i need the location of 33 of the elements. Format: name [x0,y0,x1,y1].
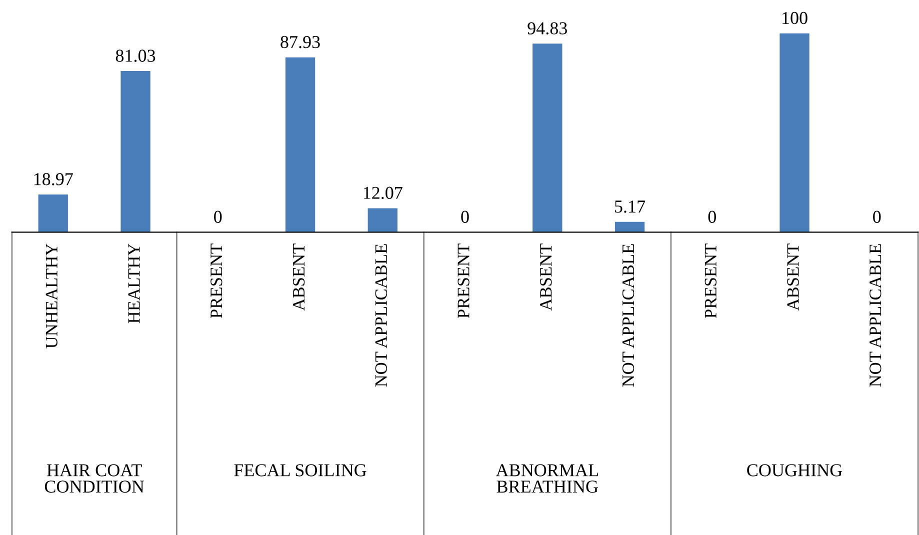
x-tick-label: PRESENT [210,244,222,318]
x-tick-label: NOT APPLICABLE [622,244,634,387]
data-label: 0 [708,210,716,223]
data-label: 18.97 [34,173,73,186]
bar [285,57,316,232]
data-label: 0 [461,210,469,223]
bar [614,222,645,232]
x-tick-label: PRESENT [704,244,716,318]
x-tick-label: HEALTHY [128,244,140,324]
x-tick-label: ABSENT [292,244,305,311]
data-label: 81.03 [116,50,156,62]
data-label: 5.17 [615,200,646,213]
x-tick-label: PRESENT [458,244,470,318]
text: COUGHING [747,464,842,476]
bar [532,44,562,232]
x-tick-label: ABSENT [540,244,552,311]
x-tick-label: NOT APPLICABLE [870,244,882,387]
text: ABNORMAL BREATHING [496,464,598,493]
data-label: 12.07 [364,186,402,200]
bar [780,33,810,232]
x-tick-label: NOT APPLICABLE [375,244,387,387]
data-label: 0 [214,210,222,223]
bar [38,194,68,232]
data-label: 0 [873,210,881,223]
bar [120,71,150,232]
data-label: 100 [782,12,808,24]
x-tick-label: UNHEALTHY [46,244,58,348]
data-label: 94.83 [528,22,567,34]
data-label: 87.93 [280,36,320,48]
text: FECAL SOILING [234,464,366,476]
x-tick-label: ABSENT [787,244,799,311]
bar [368,208,398,232]
text: HAIR COAT CONDITION [44,464,144,493]
